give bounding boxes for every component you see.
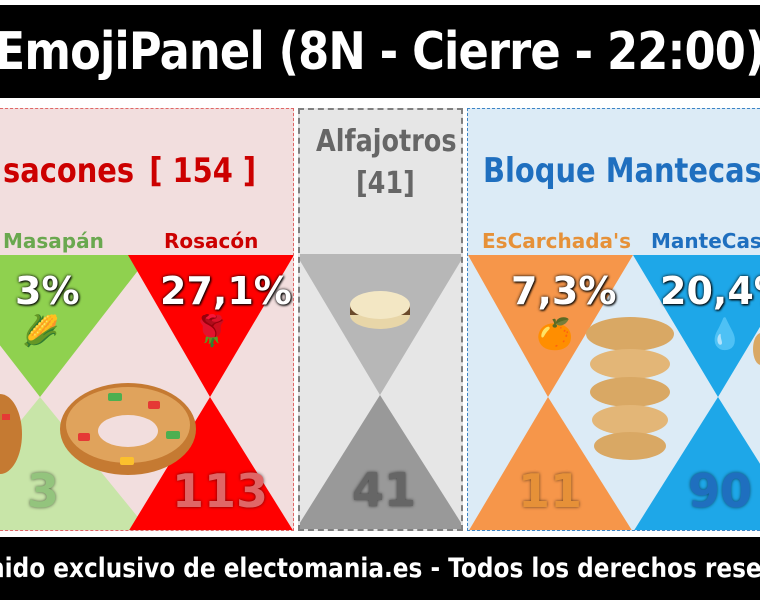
seats-masapan: 3 <box>27 464 60 518</box>
left-group-name: sacones <box>3 151 135 191</box>
mid-group-title-line1: Alfajotros <box>316 124 457 159</box>
title-background: EmojiPanel (8N - Cierre - 22:00) <box>0 5 760 98</box>
pct-escarchadas: 7,3% <box>511 269 617 313</box>
group-panel-left: sacones [ 154 ] Masapán Rosacón 3% 27,1%… <box>0 108 294 531</box>
mid-group-title-line2: [41] <box>356 166 415 201</box>
alfajor-image <box>350 291 410 329</box>
seats-rosacon: 113 <box>172 464 269 518</box>
mantecado-edge-image <box>753 333 760 365</box>
left-panel-shapes <box>0 255 293 530</box>
pct-mantecasa: 20,4% <box>660 269 760 313</box>
roscon-image <box>60 383 196 475</box>
pct-masapan: 3% <box>15 269 80 313</box>
middle-panel-shapes <box>300 254 461 529</box>
pct-rosacon: 27,1% <box>160 269 292 313</box>
roscon-edge-image <box>0 394 22 474</box>
page-title: EmojiPanel (8N - Cierre - 22:00) <box>0 21 760 82</box>
mantecados-image <box>586 317 674 460</box>
seats-mantecasa: 90 <box>688 464 753 518</box>
rosacon-top-triangle <box>128 255 293 397</box>
seats-escarchadas: 11 <box>518 464 583 518</box>
droplet-icon: 💧 <box>706 317 744 352</box>
mantecasa-top-triangle <box>633 255 760 397</box>
party-label-masapan: Masapán <box>3 229 104 253</box>
right-panel-shapes <box>468 255 760 530</box>
masapan-top-triangle <box>0 255 150 397</box>
left-group-seats: [ 154 ] <box>149 151 257 191</box>
escarchadas-top-triangle <box>468 255 633 397</box>
escarchadas-bottom-triangle <box>469 397 632 530</box>
mantecasa-bottom-triangle <box>634 397 760 530</box>
footer-bar: enido exclusivo de electomania.es - Todo… <box>0 537 760 600</box>
alfajotros-bottom-triangle <box>300 395 461 529</box>
left-group-title: sacones [ 154 ] <box>3 151 256 191</box>
corn-icon: 🌽 <box>22 314 60 349</box>
party-label-rosacon: Rosacón <box>164 229 259 253</box>
party-label-mantecasa: ManteCasa <box>651 229 760 253</box>
title-bar: EmojiPanel (8N - Cierre - 22:00) <box>0 0 760 103</box>
rose-icon: 🌹 <box>193 314 231 349</box>
footer-text: enido exclusivo de electomania.es - Todo… <box>0 553 760 584</box>
seats-alfajotros: 41 <box>352 463 417 517</box>
group-panel-right: Bloque Mantecas EsCarchada's ManteCasa 7… <box>467 108 760 531</box>
group-panel-middle: Alfajotros [41] 41 <box>298 108 463 531</box>
orange-icon: 🍊 <box>536 317 574 352</box>
party-label-escarchadas: EsCarchada's <box>482 229 632 253</box>
rosacon-bottom-triangle <box>129 397 293 530</box>
right-group-title: Bloque Mantecas <box>483 151 760 191</box>
masapan-bottom-triangle <box>0 397 149 530</box>
